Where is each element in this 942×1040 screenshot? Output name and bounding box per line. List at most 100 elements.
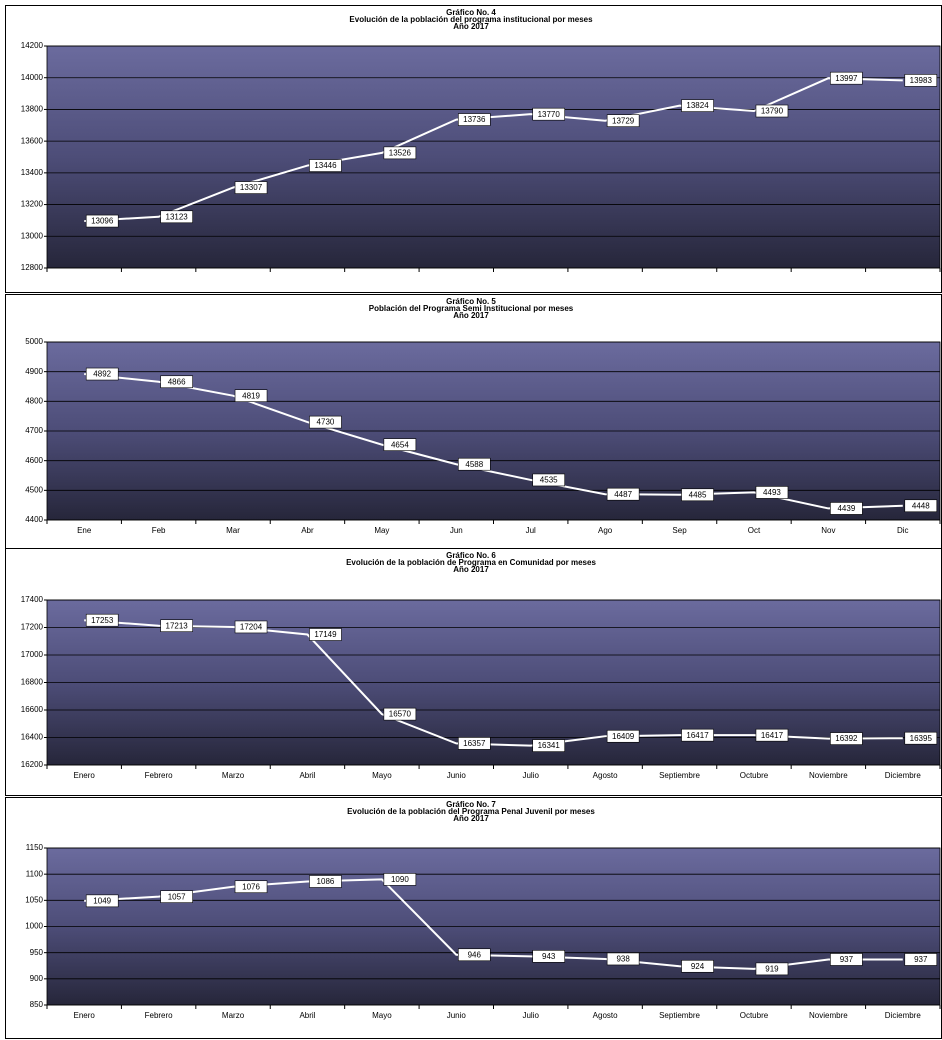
data-label-box: [160, 619, 193, 633]
x-tick-label: Nov: [821, 526, 835, 535]
data-label-box: [234, 880, 268, 894]
data-label: 13770: [538, 110, 561, 119]
data-label-box: [532, 950, 566, 963]
data-label: 13729: [612, 116, 635, 125]
data-label: 4487: [614, 490, 632, 499]
x-tick-label: Mayo: [372, 771, 392, 780]
data-label-box: [457, 113, 491, 126]
data-label-box: [457, 948, 491, 962]
data-label: 16392: [835, 734, 858, 743]
data-label: 4535: [540, 476, 558, 485]
data-label-box: [681, 488, 714, 502]
data-label-group: 13729: [606, 114, 640, 127]
y-tick-label: 4400: [25, 515, 43, 524]
chart-subtitle: Evolución de la población del programa i…: [349, 15, 593, 24]
y-tick-label: 850: [30, 1000, 44, 1009]
x-tick-label: Ago: [598, 526, 613, 535]
y-tick-label: 14000: [21, 73, 44, 82]
data-label-box: [755, 486, 789, 499]
x-tick-label: Diciembre: [885, 1011, 922, 1020]
x-tick-label: Noviembre: [809, 1011, 848, 1020]
data-label-box: [755, 962, 789, 976]
data-label: 4730: [317, 418, 335, 427]
data-label-box: [309, 628, 342, 641]
data-label: 1090: [391, 875, 409, 884]
data-label-box: [904, 953, 938, 966]
y-tick-label: 4700: [25, 426, 43, 435]
data-label-box: [830, 732, 863, 745]
data-label-box: [830, 502, 863, 515]
data-label: 4448: [912, 501, 930, 510]
data-label-group: 938: [606, 952, 640, 966]
data-label-group: 4493: [755, 486, 789, 499]
x-tick-label: Abr: [301, 526, 314, 535]
data-label-group: 13983: [904, 74, 938, 87]
data-label-box: [85, 894, 119, 908]
data-label-group: 17149: [309, 628, 342, 641]
data-label: 4493: [763, 488, 781, 497]
x-tick-label: Abril: [299, 1011, 315, 1020]
data-label-box: [681, 728, 714, 742]
data-label-box: [904, 74, 938, 87]
data-label: 13123: [166, 212, 189, 221]
data-label-box: [532, 473, 566, 487]
data-label-group: 16341: [532, 739, 566, 752]
data-label-box: [234, 389, 268, 402]
x-tick-label: Mayo: [372, 1011, 392, 1020]
data-label-box: [85, 613, 119, 627]
x-tick-label: Febrero: [145, 1011, 174, 1020]
x-tick-label: Marzo: [222, 771, 245, 780]
data-label-group: 13446: [309, 159, 342, 172]
data-label: 16417: [761, 731, 784, 740]
y-tick-label: 14200: [21, 41, 44, 50]
y-tick-label: 4800: [25, 396, 43, 405]
data-label: 16395: [910, 734, 933, 743]
data-label-box: [830, 71, 863, 85]
data-label-group: 16570: [383, 707, 417, 721]
data-label-box: [532, 107, 566, 121]
y-tick-label: 4600: [25, 456, 43, 465]
data-label-box: [457, 737, 491, 750]
data-label: 4819: [242, 391, 260, 400]
data-label: 13790: [761, 107, 784, 116]
y-tick-label: 16200: [21, 760, 44, 769]
data-label: 4866: [168, 377, 186, 386]
data-label-box: [904, 499, 938, 513]
data-label-group: 17213: [160, 619, 193, 633]
data-label: 13526: [389, 148, 412, 157]
data-label-box: [234, 620, 268, 634]
y-tick-label: 1050: [25, 895, 43, 904]
data-label-group: 4485: [681, 488, 714, 502]
data-label-group: 4654: [383, 438, 417, 451]
data-label: 13307: [240, 183, 263, 192]
data-label-box: [457, 457, 491, 471]
y-tick-label: 5000: [25, 337, 43, 346]
data-label-box: [309, 415, 342, 429]
y-tick-label: 4500: [25, 485, 43, 494]
chart-subtitle: Evolución de la población de Programa en…: [346, 558, 596, 567]
plot-area: [46, 45, 941, 269]
chart-title: Gráfico No. 6: [446, 551, 496, 560]
x-tick-label: Agosto: [593, 1011, 618, 1020]
data-label-group: 937: [904, 953, 938, 966]
data-label-group: 16357: [457, 737, 491, 750]
data-label: 1057: [168, 892, 186, 901]
data-label-box: [85, 214, 119, 228]
data-label-group: 13096: [85, 214, 119, 228]
data-label: 16417: [686, 731, 709, 740]
data-label-group: 4866: [160, 375, 193, 389]
data-label-group: 16417: [681, 728, 714, 742]
data-label-box: [234, 181, 268, 194]
x-tick-label: Dic: [897, 526, 909, 535]
data-label-group: 13790: [755, 104, 789, 118]
x-tick-label: Abril: [299, 771, 315, 780]
data-label-box: [85, 367, 119, 381]
data-label: 13997: [835, 74, 858, 83]
data-label-box: [160, 375, 193, 389]
chart-caption: Año 2017: [453, 565, 489, 574]
data-label-box: [383, 873, 417, 886]
data-label-group: 937: [830, 953, 863, 966]
data-label: 1076: [242, 882, 260, 891]
data-label-group: 4487: [606, 487, 640, 501]
x-tick-label: Julio: [522, 1011, 539, 1020]
